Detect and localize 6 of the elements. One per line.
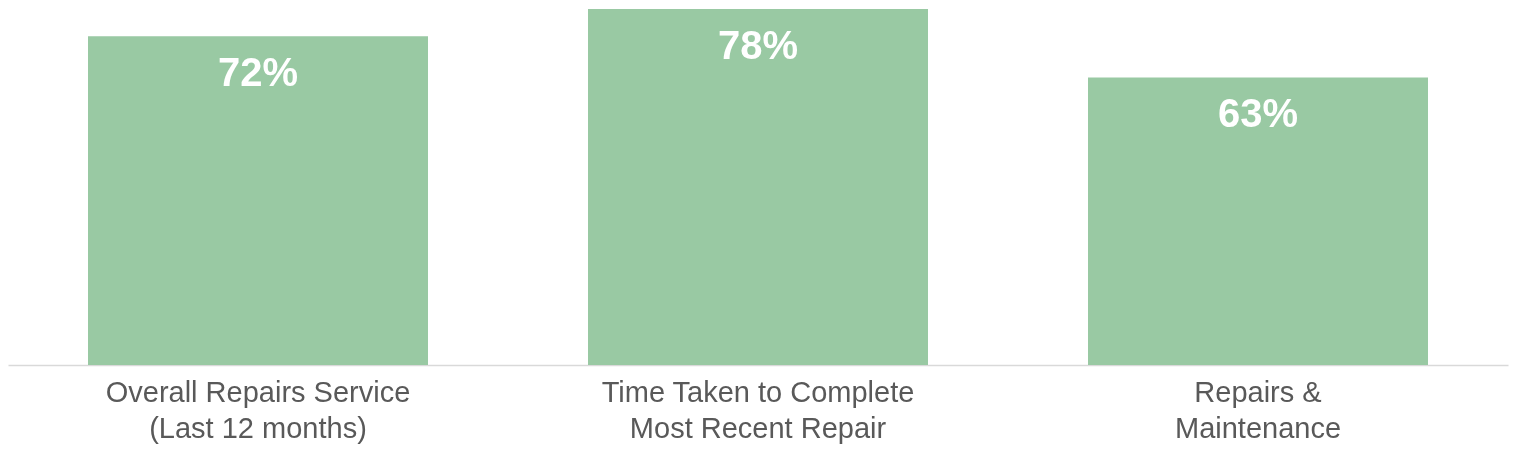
x-tick-label: Repairs & Maintenance bbox=[1174, 376, 1342, 444]
data-label: 63% bbox=[1217, 91, 1299, 136]
x-tick-label: Overall Repairs Service (Last 12 months) bbox=[105, 376, 411, 444]
x-tick-label: Time Taken to Complete Most Recent Repair bbox=[601, 376, 915, 444]
data-label: 72% bbox=[217, 50, 299, 95]
data-label: 78% bbox=[717, 22, 799, 67]
